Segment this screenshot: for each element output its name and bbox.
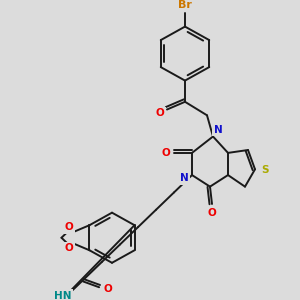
Text: S: S xyxy=(261,165,269,175)
Text: N: N xyxy=(180,173,188,183)
Text: O: O xyxy=(162,148,170,158)
Text: O: O xyxy=(208,208,216,218)
Text: N: N xyxy=(214,125,222,135)
Text: O: O xyxy=(156,108,164,118)
Text: O: O xyxy=(103,284,112,294)
Text: HN: HN xyxy=(54,291,72,300)
Text: O: O xyxy=(64,243,73,253)
Text: Br: Br xyxy=(178,0,192,11)
Text: O: O xyxy=(64,222,73,232)
